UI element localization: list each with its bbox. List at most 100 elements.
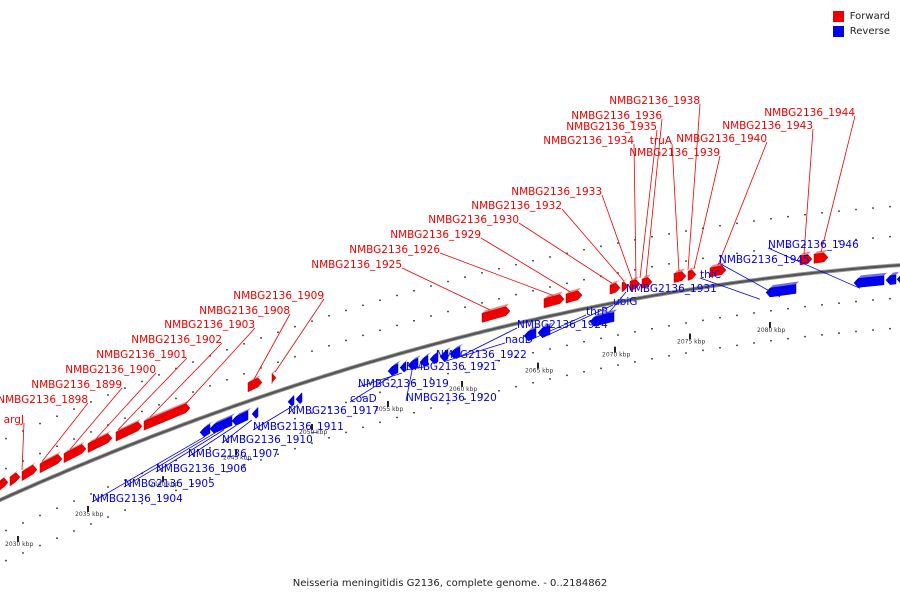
forward-gene-top — [144, 400, 189, 422]
lower-track-dot — [90, 523, 92, 525]
scale-tick-label: 2040 kbp — [150, 481, 178, 488]
reverse-gene-label: NMBG2136_1911 — [253, 421, 344, 433]
reverse-gene-top — [444, 347, 451, 353]
upper-track-dot — [226, 379, 228, 381]
upper-track-dot — [294, 355, 296, 358]
reverse-gene-label: NMBG2136_1905 — [124, 478, 215, 490]
forward-gene-label: NMBG2136_1925 — [311, 259, 402, 271]
forward-gene — [813, 252, 829, 264]
lower-track-dot — [5, 529, 7, 532]
lower-track-dot — [634, 361, 636, 363]
upper-track-dot — [838, 240, 840, 242]
forward-gene — [481, 306, 511, 323]
lower-track-dot — [22, 552, 24, 554]
upper-track-dot — [770, 248, 772, 250]
lower-track-dot — [651, 328, 653, 330]
forward-gene-label: NMBG2136_1939 — [629, 147, 720, 159]
upper-track-dot — [56, 415, 58, 417]
lower-track-dot — [872, 329, 874, 331]
forward-gene-top — [544, 291, 563, 299]
reverse-gene — [251, 406, 259, 419]
reverse-gene — [387, 363, 399, 376]
upper-track-dot — [396, 294, 398, 297]
upper-track-dot — [22, 460, 24, 462]
upper-track-dot — [753, 250, 755, 252]
reverse-gene — [896, 275, 900, 284]
lower-track-dot — [736, 344, 738, 347]
lower-track-dot — [277, 453, 279, 455]
forward-gene — [143, 403, 191, 431]
forward-gene — [115, 421, 143, 442]
lower-track-dot — [617, 334, 619, 336]
forward-gene-top — [688, 267, 695, 272]
forward-gene-label-leader — [401, 267, 491, 311]
upper-track-dot — [583, 279, 585, 281]
forward-gene-label: NMBG2136_1898 — [0, 394, 88, 406]
scale-tick — [87, 506, 89, 512]
upper-track-dot — [498, 298, 500, 300]
forward-gene-label-leader — [633, 143, 637, 279]
legend-forward-label: Forward — [849, 11, 890, 22]
lower-track-dot — [481, 364, 483, 366]
forward-gene-label: NMBG2136_1929 — [390, 229, 481, 241]
forward-gene-label-leader — [274, 298, 325, 373]
reverse-gene — [209, 416, 233, 434]
reverse-gene-label-leader — [699, 277, 761, 300]
reverse-gene-label: NMBG2136_1904 — [92, 493, 183, 505]
forward-gene-label-leader — [69, 387, 123, 450]
forward-gene-top — [566, 287, 581, 295]
scale-tick — [537, 362, 539, 369]
forward-gene-label-leader — [518, 222, 613, 284]
scale-tick-label: 2065 kbp — [525, 368, 553, 375]
reverse-gene-label: NMBG2136_1945 — [719, 254, 810, 266]
lower-track-dot — [175, 459, 177, 462]
lower-track-dot — [311, 412, 313, 414]
lower-track-dot — [651, 358, 653, 360]
lower-track-dot — [447, 372, 449, 375]
upper-track-dot — [668, 233, 670, 235]
forward-gene-label-leader — [253, 313, 291, 380]
upper-track-dot — [685, 260, 687, 262]
forward-gene — [0, 477, 9, 491]
upper-track-dot — [515, 293, 517, 296]
lower-track-dot — [243, 435, 245, 437]
upper-track-dot — [396, 324, 398, 327]
upper-track-dot — [379, 329, 381, 332]
reverse-gene-label-leader — [357, 372, 403, 388]
lower-track-dot — [583, 341, 585, 343]
forward-gene-label-leader — [185, 327, 256, 404]
upper-track-dot — [175, 397, 177, 400]
lower-track-dot — [464, 368, 466, 370]
upper-track-dot — [277, 361, 279, 363]
scale-tick-label: 2080 kbp — [757, 327, 785, 334]
reverse-gene-top — [890, 271, 899, 276]
forward-gene-top — [116, 418, 141, 433]
backbone-shadow — [0, 263, 900, 503]
lower-track-dot — [379, 421, 381, 424]
upper-track-dot — [872, 207, 874, 209]
upper-track-dot — [719, 255, 721, 257]
forward-gene — [87, 433, 113, 453]
reverse-gene-top — [542, 322, 553, 329]
upper-track-dot — [583, 249, 585, 251]
lower-track-dot — [39, 514, 41, 517]
lower-track-dot — [243, 465, 245, 467]
reverse-gene — [885, 274, 897, 285]
upper-track-dot — [56, 445, 58, 447]
forward-gene-label: NMBG2136_1943 — [722, 120, 813, 132]
lower-track-dot — [362, 396, 364, 399]
lower-track-dot — [192, 483, 194, 485]
upper-track-dot — [787, 215, 789, 218]
forward-gene-top — [482, 303, 509, 314]
lower-track-dot — [107, 486, 109, 488]
reverse-gene-top — [236, 407, 251, 417]
reverse-gene-label-leader — [597, 291, 627, 327]
lower-track-dot — [5, 559, 7, 562]
forward-gene-label: NMBG2136_1934 — [543, 135, 634, 147]
forward-gene-label-leader — [820, 115, 856, 253]
reverse-gene-label: NMBG2136_1931 — [626, 283, 717, 295]
lower-track-dot — [685, 352, 687, 354]
forward-gene — [621, 281, 629, 293]
upper-track-dot — [430, 285, 432, 287]
upper-track-dot — [345, 309, 347, 312]
